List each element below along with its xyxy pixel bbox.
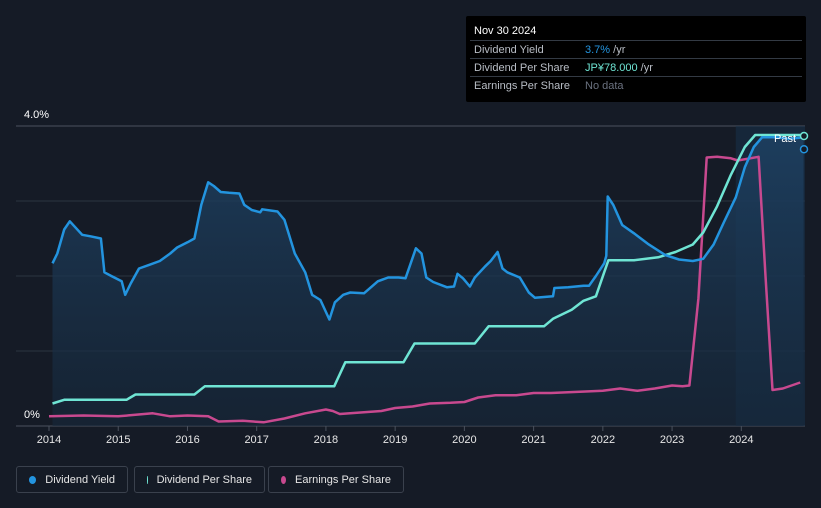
x-tick-label: 2019 xyxy=(383,434,407,446)
y-axis-bottom-label: 0% xyxy=(24,409,40,421)
legend-label: Earnings Per Share xyxy=(295,473,391,486)
past-label: Past xyxy=(774,133,796,145)
tooltip-panel: Nov 30 2024 Dividend Yield 3.7% /yr Divi… xyxy=(466,16,806,102)
x-tick-label: 2016 xyxy=(175,434,199,446)
dividend-yield-line[interactable] xyxy=(51,136,804,321)
dividend-yield-area xyxy=(52,137,804,427)
x-tick-label: 2024 xyxy=(729,434,753,446)
legend-dividend-yield[interactable]: Dividend Yield xyxy=(16,466,128,493)
end-markers xyxy=(799,131,809,154)
dividend-yield-value: 3.7% xyxy=(585,44,611,56)
value-unit: /yr xyxy=(610,44,626,56)
value-unit: /yr xyxy=(637,62,653,74)
x-axis-ticks: 2014 2015 2016 2017 2018 2019 2020 2021 2022 2023… xyxy=(37,426,754,446)
y-axis-top-label: 4.0% xyxy=(24,109,49,121)
legend-label: Dividend Per Share xyxy=(156,473,252,486)
x-tick-label: 2020 xyxy=(452,434,476,446)
tooltip-row-dividend-yield: Dividend Yield 3.7% /yr xyxy=(470,40,802,59)
tooltip-value: 3.7% /yr xyxy=(585,44,625,56)
x-tick-label: 2017 xyxy=(244,434,268,446)
legend-dot-icon xyxy=(281,475,286,484)
dividend-per-share-line[interactable] xyxy=(52,133,804,405)
tooltip-label: Dividend Yield xyxy=(474,44,544,56)
tooltip-value: JP¥78.000 /yr xyxy=(585,62,653,74)
dividend-per-share-value: JP¥78.000 xyxy=(585,62,638,74)
tooltip-row-dividend-per-share: Dividend Per Share JP¥78.000 /yr xyxy=(470,58,802,77)
x-tick-label: 2015 xyxy=(106,434,130,446)
x-tick-label: 2014 xyxy=(37,434,61,446)
tooltip-row-earnings-per-share: Earnings Per Share No data xyxy=(470,76,802,95)
legend-dot-icon xyxy=(147,475,148,484)
legend-dividend-per-share[interactable]: Dividend Per Share xyxy=(134,466,265,493)
legend-label: Dividend Yield xyxy=(45,473,115,486)
legend-dot-icon xyxy=(29,475,37,484)
earnings-per-share-line[interactable] xyxy=(48,155,801,424)
x-tick-label: 2022 xyxy=(591,434,615,446)
tooltip-label: Dividend Per Share xyxy=(474,62,570,74)
earnings-per-share-value: No data xyxy=(585,80,624,92)
tooltip-date: Nov 30 2024 xyxy=(474,25,537,37)
dividend-per-share-end-marker xyxy=(799,131,809,141)
legend-earnings-per-share[interactable]: Earnings Per Share xyxy=(268,466,404,493)
dividend-yield-end-marker xyxy=(799,145,809,154)
x-tick-label: 2018 xyxy=(314,434,338,446)
x-tick-label: 2021 xyxy=(521,434,545,446)
tooltip-label: Earnings Per Share xyxy=(474,80,570,92)
x-tick-label: 2023 xyxy=(660,434,684,446)
